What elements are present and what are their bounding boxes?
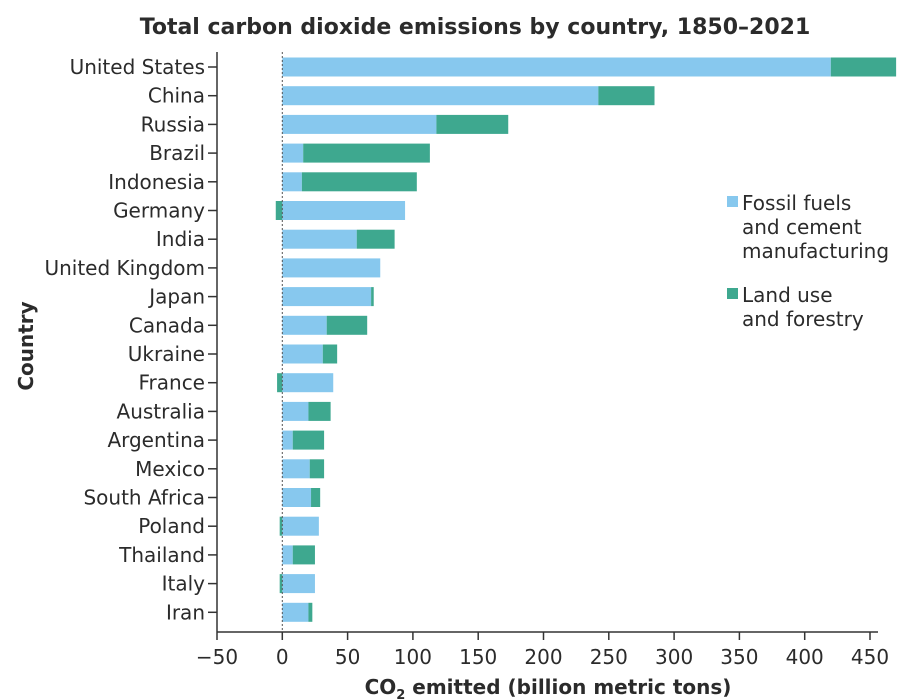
- bar-fossil-australia: [282, 401, 309, 421]
- bar-land-japan: [371, 287, 374, 307]
- bar-fossil-argentina: [282, 430, 293, 450]
- bar-land-brazil: [303, 143, 430, 163]
- legend-label-fossil-fuels-line-2: and cement: [742, 215, 862, 239]
- x-tick-label: 200: [524, 645, 562, 669]
- bar-fossil-china: [282, 86, 599, 106]
- bar-fossil-thailand: [282, 545, 293, 565]
- category-label-ukraine: Ukraine: [128, 342, 205, 366]
- bar-land-france: [277, 373, 283, 393]
- bars-layer: [275, 57, 897, 622]
- category-label-poland: Poland: [138, 514, 205, 538]
- category-label-united-kingdom: United Kingdom: [44, 256, 205, 280]
- x-axis-title: CO2 emitted (billion metric tons): [365, 675, 732, 700]
- bar-fossil-india: [282, 229, 357, 249]
- chart-title: Total carbon dioxide emissions by countr…: [140, 15, 811, 40]
- bar-land-india: [356, 229, 395, 249]
- category-label-germany: Germany: [113, 199, 205, 223]
- category-label-indonesia: Indonesia: [108, 170, 205, 194]
- bar-fossil-united-states: [282, 57, 831, 77]
- category-label-argentina: Argentina: [107, 428, 205, 452]
- category-label-japan: Japan: [147, 285, 205, 309]
- bar-land-thailand: [292, 545, 315, 565]
- bar-land-south-africa: [311, 488, 321, 507]
- bar-fossil-mexico: [282, 459, 310, 479]
- category-label-south-africa: South Africa: [83, 486, 205, 510]
- x-tick-label: 450: [851, 645, 889, 669]
- bar-land-ukraine: [322, 344, 338, 364]
- bar-fossil-iran: [282, 602, 309, 622]
- legend-label-fossil-fuels-line-1: Fossil fuels: [742, 191, 851, 215]
- bar-fossil-japan: [282, 287, 372, 307]
- x-tick-label: 350: [720, 645, 758, 669]
- bar-land-italy: [279, 574, 283, 594]
- legend-swatch-fossil-fuels: [727, 196, 738, 207]
- bar-land-australia: [308, 401, 331, 421]
- category-label-iran: Iran: [166, 600, 205, 624]
- legend-label-land-use-line-1: Land use: [742, 283, 833, 307]
- legend-label-fossil-fuels-line-3: manufacturing: [742, 239, 889, 263]
- legend-label-land-use-line-2: and forestry: [742, 307, 864, 331]
- x-tick-label: 100: [394, 645, 432, 669]
- bar-land-china: [598, 86, 655, 106]
- x-axis-title-suffix: emitted (billion metric tons): [405, 675, 731, 699]
- x-axis-title-subscript: 2: [396, 688, 405, 700]
- bar-land-poland: [279, 516, 283, 536]
- category-label-france: France: [138, 371, 205, 395]
- category-label-italy: Italy: [162, 572, 206, 596]
- bar-land-argentina: [292, 430, 325, 450]
- x-tick-label: 150: [459, 645, 497, 669]
- y-axis-title: Country: [14, 301, 38, 390]
- bar-land-united-states: [830, 57, 897, 77]
- category-label-china: China: [148, 84, 205, 108]
- x-tick-layer: −50 0 50 100 150 200 250 300 350 400 450: [196, 632, 889, 669]
- category-label-united-states: United States: [70, 55, 205, 79]
- category-label-brazil: Brazil: [149, 141, 205, 165]
- y-tick-layer: United States China Russia Brazil Indonesia G…: [44, 55, 217, 624]
- category-label-canada: Canada: [129, 313, 205, 337]
- bar-fossil-italy: [282, 574, 315, 594]
- x-tick-label: 0: [276, 645, 289, 669]
- bar-land-germany: [275, 201, 283, 220]
- bar-land-indonesia: [301, 172, 417, 192]
- category-label-australia: Australia: [117, 399, 205, 423]
- category-label-india: India: [156, 227, 205, 251]
- category-label-mexico: Mexico: [135, 457, 205, 481]
- bar-fossil-canada: [282, 315, 327, 335]
- bar-fossil-germany: [282, 201, 406, 220]
- bar-land-iran: [308, 602, 313, 622]
- x-tick-label: 300: [655, 645, 693, 669]
- bar-land-russia: [436, 114, 509, 134]
- bar-fossil-poland: [282, 516, 319, 536]
- x-axis-title-prefix: CO: [365, 675, 397, 699]
- bar-fossil-france: [282, 373, 334, 393]
- bar-fossil-south-africa: [282, 488, 312, 507]
- legend-swatch-land-use: [727, 288, 738, 299]
- x-tick-label: 250: [590, 645, 628, 669]
- bar-fossil-indonesia: [282, 172, 302, 192]
- axes-layer: [216, 52, 878, 633]
- category-label-thailand: Thailand: [118, 543, 205, 567]
- bar-land-mexico: [309, 459, 325, 479]
- bar-fossil-brazil: [282, 143, 304, 163]
- x-tick-label: 400: [786, 645, 824, 669]
- category-label-russia: Russia: [141, 112, 205, 136]
- bar-land-canada: [326, 315, 368, 335]
- x-tick-label: −50: [196, 645, 238, 669]
- bar-fossil-russia: [282, 114, 437, 134]
- bar-fossil-united-kingdom: [282, 258, 381, 278]
- bar-fossil-ukraine: [282, 344, 323, 364]
- x-tick-label: 50: [335, 645, 360, 669]
